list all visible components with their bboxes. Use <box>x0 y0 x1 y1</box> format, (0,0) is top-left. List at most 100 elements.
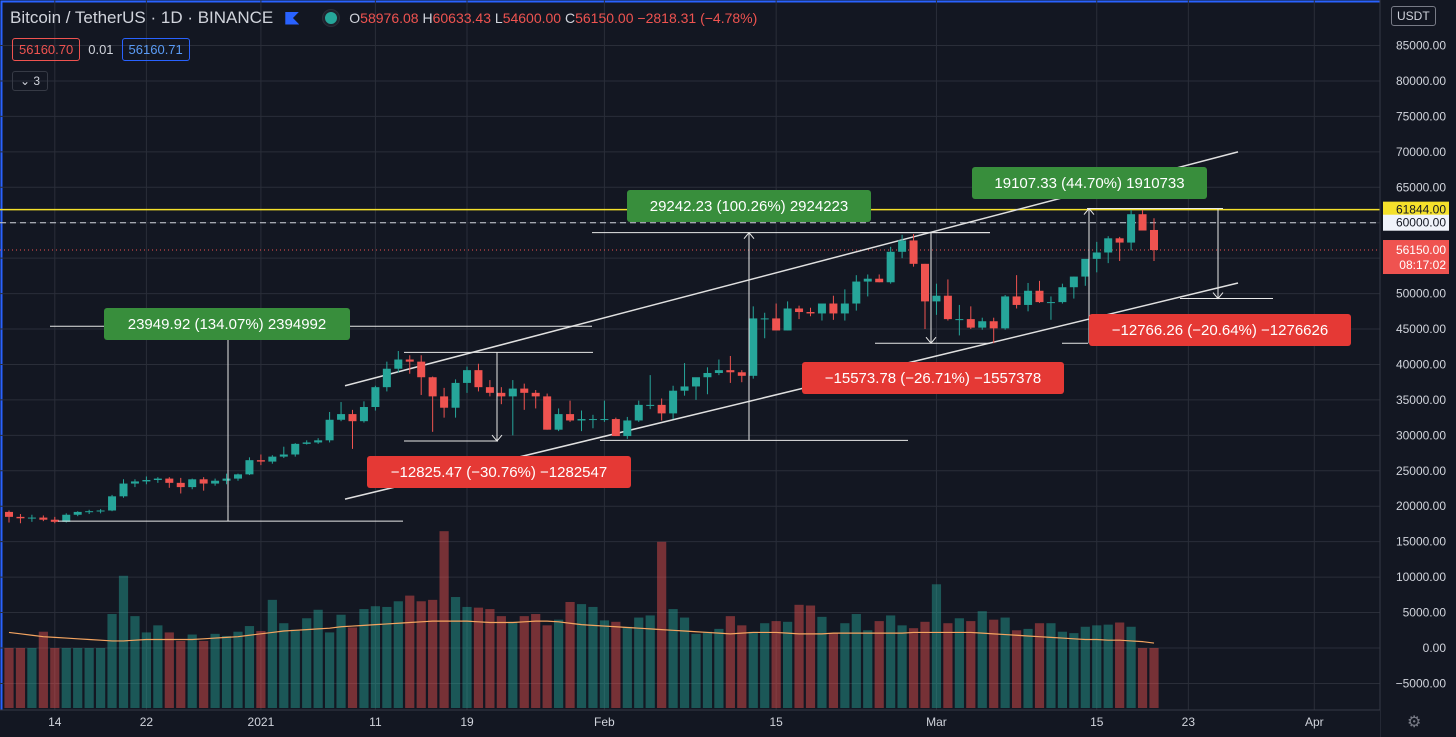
measure-label: −12825.47 (−30.76%) −1282547 <box>367 456 631 488</box>
volume-bar <box>920 621 930 708</box>
time-tick-label: 23 <box>1182 715 1196 729</box>
volume-bar <box>714 628 724 708</box>
candle-body <box>463 370 471 383</box>
countdown-text: 08:17:02 <box>1399 258 1446 272</box>
price-tag-text: 61844.00 <box>1396 203 1446 217</box>
measure-arrowhead <box>1083 207 1095 215</box>
volume-bar <box>508 621 518 708</box>
volume-bar <box>531 614 541 708</box>
volume-bar <box>554 619 564 708</box>
volume-ma-line <box>8 620 1155 644</box>
measure-label: −15573.78 (−26.71%) −1557378 <box>802 362 1064 394</box>
candle-body <box>829 303 838 314</box>
candle-body <box>875 278 884 283</box>
volume-bar <box>267 599 277 708</box>
measure-label-text: −15573.78 (−26.71%) −1557378 <box>825 370 1041 387</box>
volume-bar <box>61 648 71 708</box>
measure-label-bg <box>1089 314 1351 346</box>
candle-body <box>1150 229 1158 251</box>
candle-body <box>749 318 758 376</box>
volume-bar <box>393 601 403 708</box>
volume-bar <box>645 615 655 708</box>
candle-body <box>783 308 792 331</box>
candle-body <box>943 295 952 320</box>
volume-bar <box>622 626 632 708</box>
volume-bar <box>737 625 747 708</box>
volume-bar <box>462 606 472 708</box>
volume-bar <box>1103 624 1113 708</box>
volume-bar <box>897 625 907 708</box>
volume-bar <box>542 625 552 708</box>
volume-bar <box>336 614 346 708</box>
gear-icon[interactable]: ⚙ <box>1407 714 1422 731</box>
volume-bar <box>153 625 163 708</box>
candle-body <box>1058 287 1067 303</box>
candle-body <box>1069 276 1078 288</box>
volume-bar <box>588 606 598 708</box>
volume-bar <box>221 635 232 708</box>
time-tick-label: 15 <box>1090 715 1104 729</box>
candle-body <box>760 318 769 320</box>
buy-price-button[interactable]: 56160.71 <box>121 38 190 61</box>
volume-bar <box>1137 648 1148 708</box>
price-tag-text: 60000.00 <box>1396 216 1446 230</box>
volume-bar <box>428 599 438 708</box>
price-tick-label: 80000.00 <box>1396 74 1446 88</box>
volume-bar <box>141 632 151 708</box>
candle-body <box>371 387 380 408</box>
volume-bar <box>256 631 266 708</box>
volume-bar <box>496 616 506 708</box>
candle-body <box>474 370 483 388</box>
measure-arrowhead <box>743 231 755 239</box>
volume-bar <box>989 619 999 708</box>
symbol-title[interactable]: Bitcoin / TetherUS · 1D · BINANCE <box>10 8 274 27</box>
candle-body <box>5 511 13 517</box>
volume-bar <box>50 648 60 708</box>
candle-body <box>577 419 586 421</box>
quote-row: 56160.70 0.01 56160.71 <box>12 38 190 61</box>
measure-label-bg <box>627 190 871 222</box>
volume-bar <box>370 606 380 708</box>
candle-body <box>806 312 815 314</box>
candle-body <box>176 482 185 488</box>
volume-bar <box>679 617 690 708</box>
volume-bar <box>118 575 129 708</box>
volume-bar <box>1034 623 1045 708</box>
price-tick-label: 40000.00 <box>1396 357 1446 371</box>
measure-label-text: −12766.26 (−20.64%) −1276626 <box>1112 322 1328 339</box>
volume-bar <box>851 614 861 708</box>
chart-header: Bitcoin / TetherUS · 1D · BINANCE O58976… <box>10 8 757 28</box>
volume-bar <box>1000 617 1010 708</box>
sell-price-button[interactable]: 56160.70 <box>12 38 81 61</box>
measure-label-bg <box>972 167 1207 199</box>
flag-icon[interactable] <box>285 11 300 25</box>
candle-body <box>188 479 197 488</box>
volume-bar <box>416 601 426 708</box>
change-value: −2818.31 (−4.78%) <box>637 10 758 26</box>
candle-body <box>199 479 208 484</box>
volume-bar <box>783 621 793 708</box>
candle-body <box>39 517 48 520</box>
price-tick-label: 5000.00 <box>1403 606 1447 620</box>
volume-bar <box>290 629 300 708</box>
measure-label: −12766.26 (−20.64%) −1276626 <box>1089 314 1351 346</box>
volume-bar <box>96 648 106 708</box>
time-tick-label: 11 <box>369 715 382 729</box>
time-tick-label: 2021 <box>248 715 275 729</box>
volume-bar <box>485 609 495 708</box>
candle-body <box>153 478 162 481</box>
indicator-count: 3 <box>33 74 41 88</box>
candle-body <box>451 382 460 408</box>
candle-body <box>440 396 449 408</box>
volume-bar <box>634 617 644 708</box>
candle-body <box>886 251 895 283</box>
volume-bar <box>176 640 186 708</box>
price-tick-label: 70000.00 <box>1396 145 1446 159</box>
indicators-toggle[interactable]: ⌄ 3 <box>12 71 49 91</box>
currency-button[interactable]: USDT <box>1391 6 1436 26</box>
candle-body <box>611 419 620 437</box>
candle-body <box>359 407 368 422</box>
candle-body <box>966 319 975 328</box>
